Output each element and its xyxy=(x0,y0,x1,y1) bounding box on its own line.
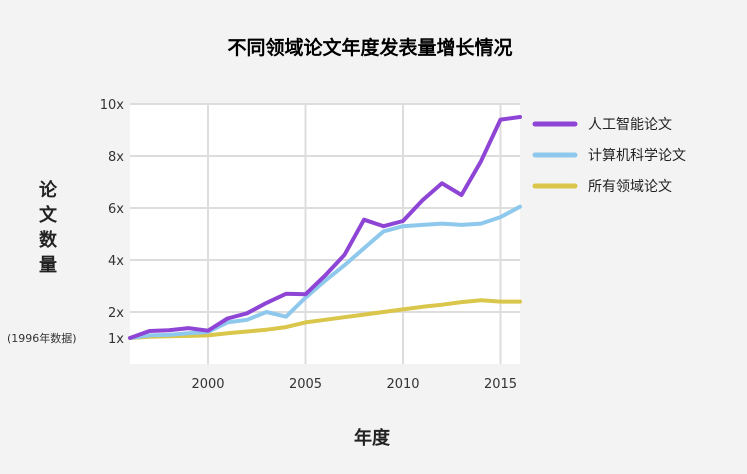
y-tick-label: 1x xyxy=(108,332,124,347)
legend-label: 所有领域论文 xyxy=(588,179,672,195)
x-tick-label: 2005 xyxy=(289,377,322,392)
legend-label: 人工智能论文 xyxy=(588,117,672,133)
series-lines xyxy=(128,115,522,340)
y-axis-label-char: 量 xyxy=(39,254,57,276)
y-tick-label: 10x xyxy=(100,98,125,113)
plot-area xyxy=(130,104,520,364)
baseline-note: (1996年数据) xyxy=(7,331,77,345)
series-line xyxy=(128,204,522,340)
x-tick-label: 2015 xyxy=(484,377,517,392)
chart-title: 不同领域论文年度发表量增长情况 xyxy=(227,36,512,59)
y-axis-label-char: 论 xyxy=(39,179,58,201)
y-axis-label-char: 数 xyxy=(39,229,58,251)
y-tick-labels: 1x 2x 4x 6x 8x 10x xyxy=(100,98,125,347)
x-axis-label: 年度 xyxy=(354,427,391,449)
y-axis-label: 论文数量 xyxy=(39,179,58,276)
x-tick-label: 2000 xyxy=(191,377,224,392)
y-tick-label: 2x xyxy=(108,306,124,321)
y-axis-label-char: 文 xyxy=(39,204,58,226)
y-tick-label: 4x xyxy=(108,254,124,269)
series-line xyxy=(128,115,522,340)
x-tick-label: 2010 xyxy=(386,377,419,392)
legend-label: 计算机科学论文 xyxy=(588,148,686,164)
x-tick-labels: 2000 2005 2010 2015 xyxy=(191,377,517,392)
grid xyxy=(130,103,520,364)
series-line xyxy=(128,298,522,340)
y-tick-label: 8x xyxy=(108,150,124,165)
y-tick-label: 6x xyxy=(108,202,124,217)
